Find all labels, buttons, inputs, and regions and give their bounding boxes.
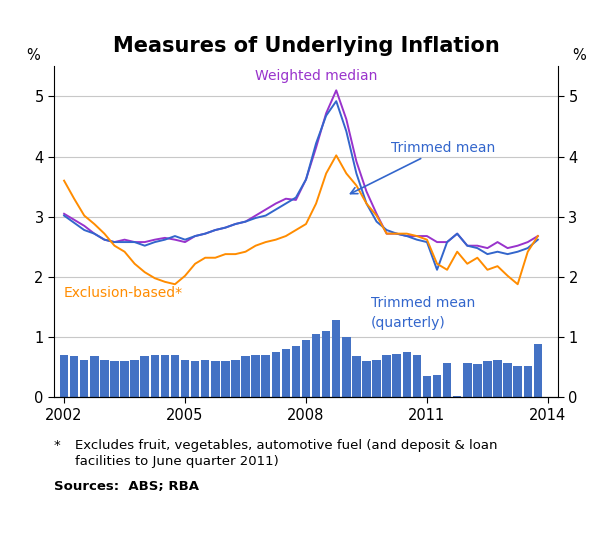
Bar [191, 362, 199, 397]
Bar [221, 362, 230, 397]
Bar [201, 360, 209, 397]
Bar [463, 363, 472, 397]
Bar [272, 352, 280, 397]
Bar [151, 355, 159, 397]
Bar [130, 360, 139, 397]
Text: *: * [54, 439, 61, 452]
Bar [161, 355, 169, 397]
Bar [392, 354, 401, 397]
Bar [312, 334, 320, 397]
Bar [140, 357, 149, 397]
Bar [382, 355, 391, 397]
Text: %: % [572, 48, 586, 63]
Bar [181, 360, 189, 397]
Bar [322, 331, 331, 397]
Text: (quarterly): (quarterly) [371, 316, 445, 330]
Bar [262, 355, 270, 397]
Bar [413, 355, 421, 397]
Bar [533, 344, 542, 397]
Bar [211, 362, 220, 397]
Text: Trimmed mean: Trimmed mean [350, 141, 495, 194]
Bar [503, 363, 512, 397]
Text: Excludes fruit, vegetables, automotive fuel (and deposit & loan: Excludes fruit, vegetables, automotive f… [75, 439, 497, 452]
Bar [100, 360, 109, 397]
Bar [433, 375, 441, 397]
Bar [342, 337, 350, 397]
Bar [403, 352, 411, 397]
Text: Trimmed mean: Trimmed mean [371, 296, 475, 310]
Bar [332, 320, 340, 397]
Text: Weighted median: Weighted median [255, 69, 377, 83]
Text: %: % [26, 48, 40, 63]
Text: Sources:  ABS; RBA: Sources: ABS; RBA [54, 480, 199, 493]
Bar [60, 355, 68, 397]
Bar [373, 360, 381, 397]
Bar [352, 357, 361, 397]
Bar [110, 362, 119, 397]
Bar [241, 357, 250, 397]
Bar [80, 360, 88, 397]
Bar [171, 355, 179, 397]
Bar [302, 340, 310, 397]
Bar [524, 366, 532, 397]
Bar [473, 364, 482, 397]
Bar [281, 349, 290, 397]
Bar [493, 360, 502, 397]
Bar [443, 363, 451, 397]
Bar [231, 360, 239, 397]
Bar [251, 355, 260, 397]
Bar [514, 366, 522, 397]
Text: Exclusion-based*: Exclusion-based* [64, 286, 183, 300]
Bar [90, 357, 98, 397]
Title: Measures of Underlying Inflation: Measures of Underlying Inflation [113, 36, 499, 56]
Bar [362, 362, 371, 397]
Bar [121, 362, 129, 397]
Bar [453, 396, 461, 397]
Bar [70, 357, 79, 397]
Text: facilities to June quarter 2011): facilities to June quarter 2011) [75, 455, 279, 469]
Bar [423, 376, 431, 397]
Bar [292, 346, 300, 397]
Bar [483, 362, 491, 397]
